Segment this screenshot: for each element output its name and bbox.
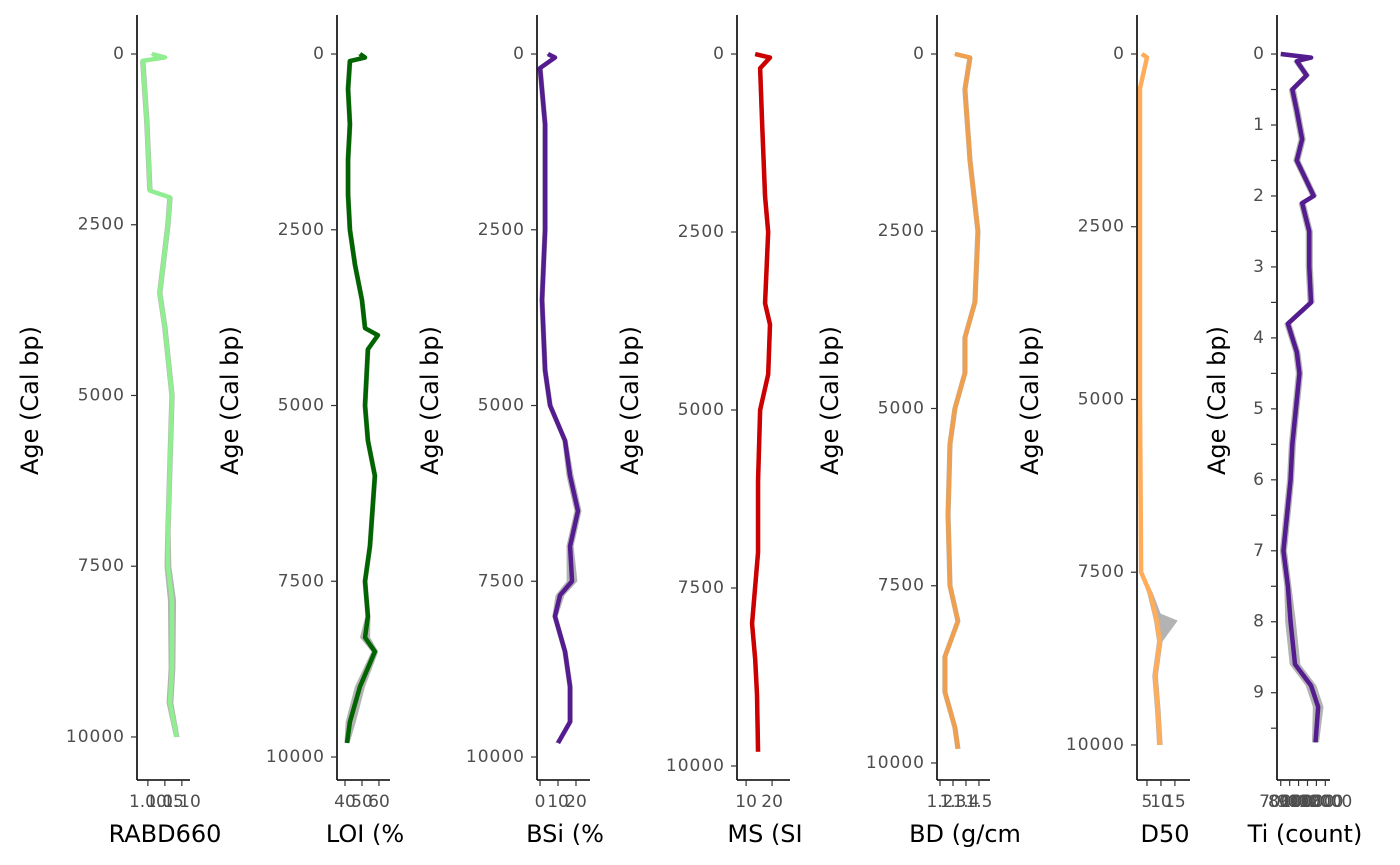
x-axis-title: BSi (% — [526, 820, 604, 848]
y-tick-label: 7500 — [278, 571, 325, 591]
y-tick-label: 1 — [1253, 115, 1265, 135]
uncertainty-band — [1278, 54, 1324, 743]
y-tick-label: 7500 — [478, 571, 525, 591]
y-tick-label: 5000 — [78, 385, 125, 405]
y-tick-label: 5000 — [678, 400, 725, 420]
y-tick-label: 2500 — [1078, 217, 1125, 237]
y-axis-title: Age (Cal bp) — [416, 326, 444, 475]
x-tick-label: 10000 — [1280, 792, 1334, 812]
y-tick-label: 9 — [1253, 683, 1265, 703]
y-tick-label: 0 — [1113, 44, 1125, 64]
y-tick-label: 5 — [1253, 399, 1265, 419]
y-tick-label: 2500 — [78, 215, 125, 235]
x-tick-label: 10 — [547, 792, 569, 812]
x-tick-label: 60 — [368, 792, 390, 812]
y-tick-label: 7500 — [1078, 562, 1125, 582]
data-line — [1137, 52, 1163, 746]
y-tick-label: 5000 — [1078, 389, 1125, 409]
x-axis-title: BD (g/cm — [909, 820, 1021, 848]
y-tick-label: 8 — [1253, 612, 1265, 632]
x-tick-label: 1.4 — [952, 792, 979, 812]
y-tick-label: 7500 — [678, 578, 725, 598]
y-tick-label: 6 — [1253, 470, 1265, 490]
panel: 0 2500 5000 7500 10000 1.001.051.10 RABD660 Age… — [16, 15, 222, 848]
y-axis-title: Age (Cal bp) — [1016, 326, 1044, 475]
x-tick-label: 12000 — [1298, 792, 1352, 812]
y-tick-label: 2500 — [678, 222, 725, 242]
y-tick-label: 5000 — [278, 396, 325, 416]
x-tick-label: 1.3 — [939, 792, 966, 812]
data-line — [749, 51, 773, 752]
x-tick-label: 11000 — [1289, 792, 1343, 812]
y-tick-label: 0 — [313, 44, 325, 64]
data-line — [344, 52, 381, 744]
x-tick-label: 1.05 — [146, 792, 184, 812]
x-tick-label: 0 — [535, 792, 546, 812]
y-axis-title: Age (Cal bp) — [816, 326, 844, 475]
y-axis-title: Age (Cal bp) — [616, 326, 644, 475]
y-tick-label: 2500 — [878, 221, 925, 241]
x-tick-label: 1.5 — [965, 792, 992, 812]
x-tick-label: 9000 — [1277, 792, 1320, 812]
data-line — [537, 52, 581, 745]
x-tick-label: 10 — [735, 792, 757, 812]
y-axis-title: Age (Cal bp) — [1203, 326, 1231, 475]
y-tick-label: 2500 — [278, 220, 325, 240]
x-axis-title: LOI (% — [326, 820, 404, 848]
y-tick-label: 7500 — [78, 556, 125, 576]
y-tick-label: 0 — [513, 44, 525, 64]
y-tick-label: 7 — [1253, 541, 1265, 561]
data-line — [140, 51, 179, 738]
y-tick-label: 10000 — [666, 756, 725, 776]
y-axis-title: Age (Cal bp) — [16, 326, 44, 475]
x-tick-label: 20 — [565, 792, 587, 812]
x-tick-label: 5 — [1142, 792, 1153, 812]
y-tick-label: 0 — [113, 44, 125, 64]
y-tick-label: 10000 — [866, 753, 925, 773]
x-tick-label: 10 — [1150, 792, 1172, 812]
data-line — [942, 51, 981, 750]
x-axis-title: D50 — [1140, 820, 1189, 848]
y-tick-label: 2 — [1253, 186, 1265, 206]
y-axis-title: Age (Cal bp) — [216, 326, 244, 475]
y-tick-label: 10000 — [66, 727, 125, 747]
y-tick-label: 4 — [1253, 328, 1265, 348]
x-tick-label: 1.10 — [163, 792, 201, 812]
x-tick-label: 1.2 — [926, 792, 953, 812]
y-tick-label: 5000 — [478, 396, 525, 416]
y-tick-label: 10000 — [1066, 735, 1125, 755]
panel: 0 2500 5000 7500 10000 10 20 MS (SI Age (Cal bp) — [616, 15, 803, 848]
x-tick-label: 50 — [351, 792, 373, 812]
data-line — [1280, 51, 1321, 743]
x-tick-label: 7000 — [1259, 792, 1302, 812]
y-tick-label: 0 — [913, 44, 925, 64]
y-tick-label: 0 — [1253, 44, 1265, 64]
x-tick-label: 20 — [761, 792, 783, 812]
y-tick-label: 7500 — [878, 576, 925, 596]
x-tick-label: 15 — [1164, 792, 1186, 812]
x-axis-title: MS (SI — [727, 820, 802, 848]
y-tick-label: 2500 — [478, 220, 525, 240]
x-tick-label: 1.00 — [129, 792, 167, 812]
x-axis-title: RABD660 — [109, 820, 222, 848]
y-tick-label: 3 — [1253, 257, 1265, 277]
x-tick-label: 8000 — [1268, 792, 1311, 812]
y-tick-label: 0 — [713, 44, 725, 64]
x-tick-label: 40 — [334, 792, 356, 812]
y-tick-label: 10000 — [466, 747, 525, 767]
y-tick-label: 5000 — [878, 398, 925, 418]
y-tick-label: 10000 — [266, 747, 325, 767]
x-axis-title: Ti (count) — [1247, 820, 1363, 848]
